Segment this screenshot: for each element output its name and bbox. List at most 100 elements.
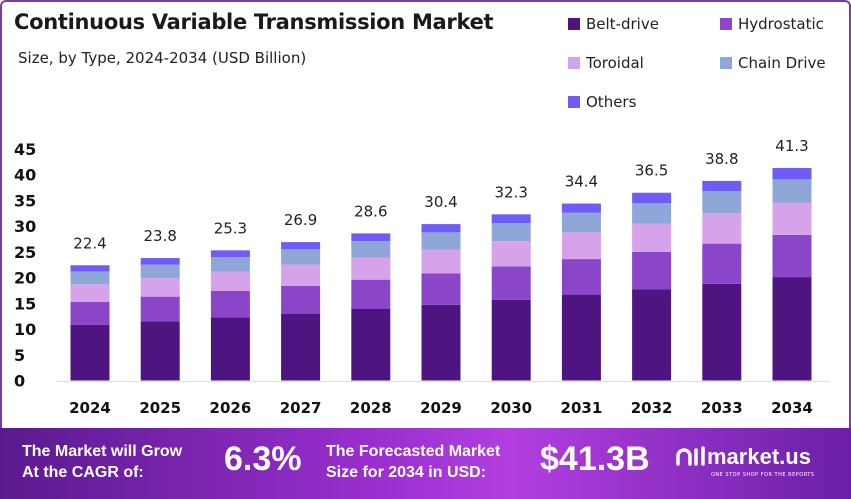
legend-item-toroidal: Toroidal bbox=[568, 54, 644, 72]
bar-segment-hydrostatic-2032 bbox=[632, 251, 672, 290]
cagr-label: The Market will Grow At the CAGR of: bbox=[22, 441, 182, 483]
footer-banner: The Market will Grow At the CAGR of: 6.3… bbox=[0, 428, 851, 499]
y-tick-label: 35 bbox=[14, 191, 36, 210]
y-tick-label: 0 bbox=[14, 372, 25, 391]
bar-segment-belt-drive-2027 bbox=[281, 313, 321, 381]
bar-segment-chain-drive-2028 bbox=[351, 241, 391, 258]
y-tick-label: 30 bbox=[14, 217, 36, 236]
total-label-2033: 38.8 bbox=[705, 150, 738, 168]
bar-segment-belt-drive-2025 bbox=[140, 321, 180, 381]
total-label-2032: 36.5 bbox=[635, 162, 668, 180]
bar-segment-toroidal-2027 bbox=[281, 264, 321, 286]
bar-segment-belt-drive-2030 bbox=[491, 299, 531, 381]
logo-text: market.us bbox=[707, 444, 811, 469]
bar-segment-hydrostatic-2034 bbox=[772, 234, 812, 278]
bar-segment-others-2024 bbox=[70, 265, 110, 272]
legend-swatch bbox=[568, 18, 580, 30]
chart-title: Continuous Variable Transmission Market bbox=[14, 10, 494, 34]
bar-segment-others-2034 bbox=[772, 168, 812, 180]
legend-swatch bbox=[720, 57, 732, 69]
bar-segment-chain-drive-2030 bbox=[491, 223, 531, 242]
bar-segment-toroidal-2025 bbox=[140, 278, 180, 297]
bar-segment-toroidal-2028 bbox=[351, 257, 391, 280]
bar-segment-chain-drive-2033 bbox=[702, 191, 742, 214]
y-tick-label: 25 bbox=[14, 243, 36, 262]
total-label-2030: 32.3 bbox=[494, 183, 527, 201]
bar-segment-others-2026 bbox=[210, 250, 250, 258]
bar-segment-chain-drive-2026 bbox=[210, 257, 250, 272]
bar-segment-toroidal-2024 bbox=[70, 284, 110, 302]
x-tick-label: 2033 bbox=[701, 399, 743, 417]
legend-swatch bbox=[568, 57, 580, 69]
bar-segment-others-2030 bbox=[491, 214, 531, 224]
bar-segment-chain-drive-2032 bbox=[632, 203, 672, 224]
legend-item-chain-drive: Chain Drive bbox=[720, 54, 826, 72]
legend-label: Toroidal bbox=[586, 54, 644, 72]
forecast-label: The Forecasted Market Size for 2034 in U… bbox=[326, 441, 500, 483]
legend-label: Chain Drive bbox=[738, 54, 826, 72]
forecast-label-line2: Size for 2034 in USD: bbox=[326, 464, 487, 481]
cagr-value: 6.3% bbox=[224, 440, 302, 478]
bar-segment-toroidal-2026 bbox=[210, 271, 250, 291]
bar-segment-belt-drive-2028 bbox=[351, 308, 391, 381]
total-label-2034: 41.3 bbox=[775, 137, 808, 155]
x-tick-label: 2028 bbox=[350, 399, 392, 417]
x-tick-label: 2027 bbox=[280, 399, 322, 417]
bar-segment-belt-drive-2024 bbox=[70, 324, 110, 381]
bar-segment-others-2033 bbox=[702, 180, 742, 192]
bar-segment-others-2025 bbox=[140, 258, 180, 265]
bar-segment-belt-drive-2032 bbox=[632, 289, 672, 381]
bar-segment-chain-drive-2029 bbox=[421, 232, 461, 250]
bar-segment-toroidal-2032 bbox=[632, 223, 672, 252]
total-label-2026: 25.3 bbox=[214, 219, 247, 237]
y-tick-label: 15 bbox=[14, 294, 36, 313]
bar-segment-belt-drive-2026 bbox=[210, 317, 250, 381]
y-tick-label: 5 bbox=[14, 346, 25, 365]
total-label-2028: 28.6 bbox=[354, 202, 387, 220]
x-tick-label: 2029 bbox=[420, 399, 462, 417]
bar-segment-hydrostatic-2031 bbox=[561, 259, 601, 295]
bar-segment-hydrostatic-2026 bbox=[210, 290, 250, 318]
legend-swatch bbox=[568, 96, 580, 108]
y-tick-label: 40 bbox=[14, 166, 36, 185]
bar-segment-chain-drive-2024 bbox=[70, 271, 110, 285]
x-tick-label: 2030 bbox=[490, 399, 532, 417]
legend-swatch bbox=[720, 18, 732, 30]
total-label-2027: 26.9 bbox=[284, 211, 317, 229]
bar-segment-chain-drive-2034 bbox=[772, 179, 812, 203]
bar-segment-toroidal-2031 bbox=[561, 232, 601, 260]
total-label-2029: 30.4 bbox=[424, 193, 457, 211]
forecast-label-line1: The Forecasted Market bbox=[326, 443, 501, 460]
bar-segment-others-2027 bbox=[281, 242, 321, 250]
legend-label: Others bbox=[586, 93, 637, 111]
bar-segment-others-2028 bbox=[351, 233, 391, 242]
y-tick-label: 45 bbox=[14, 140, 36, 159]
x-tick-label: 2034 bbox=[771, 399, 813, 417]
bar-segment-others-2029 bbox=[421, 224, 461, 233]
bar-segment-hydrostatic-2033 bbox=[702, 243, 742, 284]
bar-segment-toroidal-2034 bbox=[772, 202, 812, 235]
total-label-2024: 22.4 bbox=[73, 234, 106, 252]
bar-segment-others-2031 bbox=[561, 203, 601, 213]
bar-segment-toroidal-2033 bbox=[702, 213, 742, 244]
bar-segment-hydrostatic-2025 bbox=[140, 296, 180, 322]
bar-segment-belt-drive-2033 bbox=[702, 283, 742, 381]
bar-segment-hydrostatic-2028 bbox=[351, 279, 391, 309]
x-tick-label: 2032 bbox=[631, 399, 673, 417]
total-label-2031: 34.4 bbox=[565, 173, 598, 191]
legend-item-belt-drive: Belt-drive bbox=[568, 15, 659, 33]
bar-segment-chain-drive-2025 bbox=[140, 264, 180, 279]
chart-frame bbox=[0, 0, 851, 442]
bar-segment-hydrostatic-2030 bbox=[491, 266, 531, 300]
cagr-label-line2: At the CAGR of: bbox=[22, 464, 144, 481]
x-tick-label: 2031 bbox=[561, 399, 603, 417]
legend-item-hydrostatic: Hydrostatic bbox=[720, 15, 824, 33]
x-tick-label: 2026 bbox=[210, 399, 252, 417]
bar-segment-others-2032 bbox=[632, 192, 672, 204]
bar-segment-toroidal-2029 bbox=[421, 249, 461, 274]
logo-mark-icon bbox=[676, 446, 705, 466]
market-us-logo: market.us ONE STOP SHOP FOR THE REPORTS bbox=[675, 444, 814, 478]
bar-segment-toroidal-2030 bbox=[491, 241, 531, 267]
stacked-bar-chart: 05101520253035404522.4202423.8202525.320… bbox=[14, 137, 830, 417]
legend-label: Belt-drive bbox=[586, 15, 659, 33]
